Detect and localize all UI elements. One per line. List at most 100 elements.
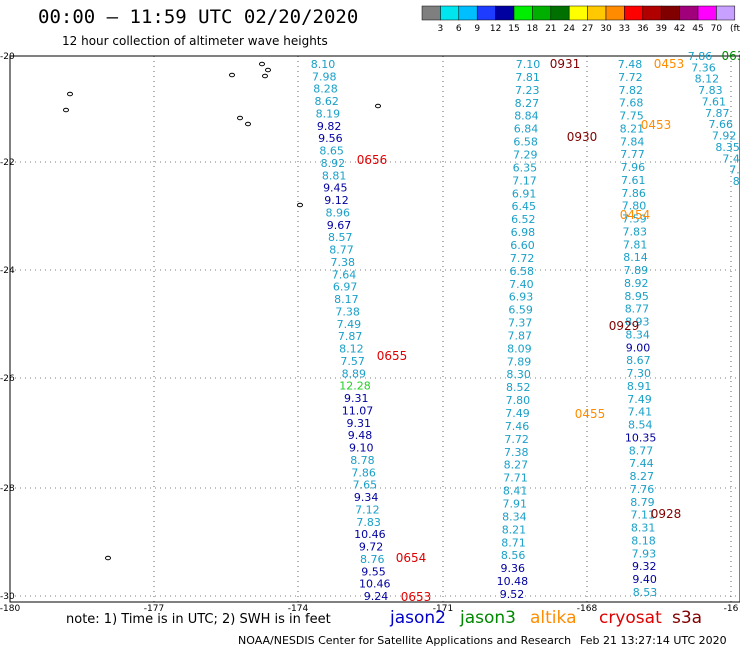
color-scale-label: 42 xyxy=(674,24,685,34)
wave-height-value: 7.81 xyxy=(623,238,648,251)
wave-height-value: 7.83 xyxy=(356,516,381,529)
wave-height-value: 8. xyxy=(733,175,740,188)
color-scale-label: 36 xyxy=(637,24,649,34)
pass-time-label: 0654 xyxy=(396,551,427,565)
wave-height-value: 9.52 xyxy=(500,588,525,601)
wave-height-value: 7.41 xyxy=(628,406,653,419)
island-outline xyxy=(237,115,243,121)
pass-time-label: 0655 xyxy=(377,349,408,363)
wave-height-value: 8.34 xyxy=(625,328,650,341)
lat-label: -22 xyxy=(0,158,15,168)
wave-height-value: 9.24 xyxy=(364,590,389,603)
pass-time-label: 063 xyxy=(722,49,740,63)
pass-time-label: 0929 xyxy=(609,319,640,333)
wave-height-value: 8.19 xyxy=(316,107,341,120)
page-subtitle: 12 hour collection of altimeter wave hei… xyxy=(62,34,328,48)
pass-time-label: 0656 xyxy=(357,153,388,167)
wave-height-value: 8.77 xyxy=(625,303,650,316)
wave-height-value: 6.52 xyxy=(511,213,536,226)
color-scale-label: (ft) xyxy=(730,24,740,34)
island-outline xyxy=(262,73,268,79)
wave-height-value: 8.79 xyxy=(630,496,655,509)
wave-height-value: 8.65 xyxy=(319,145,344,158)
wave-height-value: 9.36 xyxy=(501,562,526,575)
lat-label: -26 xyxy=(0,374,15,384)
wave-height-value: 9.48 xyxy=(348,429,373,442)
wave-height-value: 7.29 xyxy=(513,148,538,161)
wave-height-value: 7.89 xyxy=(507,355,532,368)
lon-label: -174 xyxy=(288,604,309,614)
color-scale-label: 21 xyxy=(545,24,556,34)
island-outline xyxy=(67,91,73,97)
legend-altika: altika xyxy=(530,608,577,628)
wave-height-value: 8.76 xyxy=(360,553,385,566)
wave-height-value: 6.58 xyxy=(510,265,535,278)
wave-height-value: 7.98 xyxy=(312,70,337,83)
wave-height-value: 7.89 xyxy=(624,264,649,277)
color-scale-label: 9 xyxy=(474,24,480,34)
wave-height-value: 7.38 xyxy=(504,446,529,459)
lat-label: -28 xyxy=(0,484,15,494)
wave-height-value: 7.83 xyxy=(623,225,648,238)
wave-height-value: 10.46 xyxy=(354,528,386,541)
wave-height-value: 7.87 xyxy=(338,330,363,343)
wave-height-value: 8.54 xyxy=(628,419,653,432)
lat-label: -20 xyxy=(0,52,15,62)
wave-height-value: 7.49 xyxy=(337,318,362,331)
wave-height-value: 7.87 xyxy=(705,107,730,120)
wave-height-value: 8.91 xyxy=(627,380,652,393)
color-swatch xyxy=(716,5,736,21)
wave-height-value: 8.56 xyxy=(501,549,526,562)
wave-height-value: 7. xyxy=(729,164,740,177)
wave-height-value: 6.58 xyxy=(513,136,538,149)
wave-height-value: 7.61 xyxy=(702,95,727,108)
wave-height-value: 7.64 xyxy=(332,268,357,281)
wave-height-value: 7.38 xyxy=(330,256,355,269)
wave-height-value: 12.28 xyxy=(339,380,371,393)
wave-height-value: 6.93 xyxy=(509,291,534,304)
wave-height-value: 7.72 xyxy=(618,71,643,84)
island-outline xyxy=(265,67,271,73)
color-scale-label: 3 xyxy=(438,24,444,34)
color-scale-label: 30 xyxy=(600,24,612,34)
wave-height-value: 7.76 xyxy=(630,483,655,496)
lon-label: -171 xyxy=(433,604,453,614)
wave-height-value: 8.10 xyxy=(311,58,336,71)
wave-height-value: 7.93 xyxy=(632,547,657,560)
legend-jason3: jason3 xyxy=(460,608,516,628)
wave-height-value: 7.77 xyxy=(620,148,645,161)
wave-height-value: 7.83 xyxy=(698,84,723,97)
wave-height-value: 8.41 xyxy=(503,485,528,498)
wave-height-value: 8.52 xyxy=(506,381,531,394)
wave-height-value: 7.37 xyxy=(508,317,533,330)
wave-height-value: 7.81 xyxy=(515,71,540,84)
wave-height-value: 8.21 xyxy=(502,523,527,536)
wave-height-value: 8.30 xyxy=(506,368,531,381)
footer-credit: NOAA/NESDIS Center for Satellite Applica… xyxy=(238,634,572,647)
wave-height-value: 8.92 xyxy=(624,277,649,290)
island-outline xyxy=(63,107,69,113)
wave-height-value: 8.12 xyxy=(695,73,720,86)
wave-height-value: 8.17 xyxy=(334,293,359,306)
wave-height-value: 8.35 xyxy=(715,141,740,154)
wave-height-value: 9.31 xyxy=(344,392,369,405)
wave-height-value: 7.80 xyxy=(506,394,531,407)
wave-height-value: 7.17 xyxy=(512,174,537,187)
footer-timestamp: Feb 21 13:27:14 UTC 2020 xyxy=(580,634,727,647)
wave-height-value: 10.35 xyxy=(625,431,657,444)
wave-height-value: 9.55 xyxy=(361,565,386,578)
wave-height-value: 7.65 xyxy=(353,479,378,492)
wave-height-value: 8.27 xyxy=(629,470,654,483)
color-scale-label: 15 xyxy=(508,24,519,34)
wave-height-value: 7.49 xyxy=(627,393,652,406)
wave-height-value: 8.57 xyxy=(328,231,353,244)
color-scale-label: 6 xyxy=(456,24,462,34)
wave-height-value: 8.34 xyxy=(502,510,527,523)
wave-height-value: 8.28 xyxy=(313,83,338,96)
wave-height-value: 7.57 xyxy=(340,355,365,368)
wave-height-value: 8.96 xyxy=(326,206,351,219)
wave-height-value: 6.98 xyxy=(511,226,536,239)
wave-height-value: 7.86 xyxy=(621,187,646,200)
